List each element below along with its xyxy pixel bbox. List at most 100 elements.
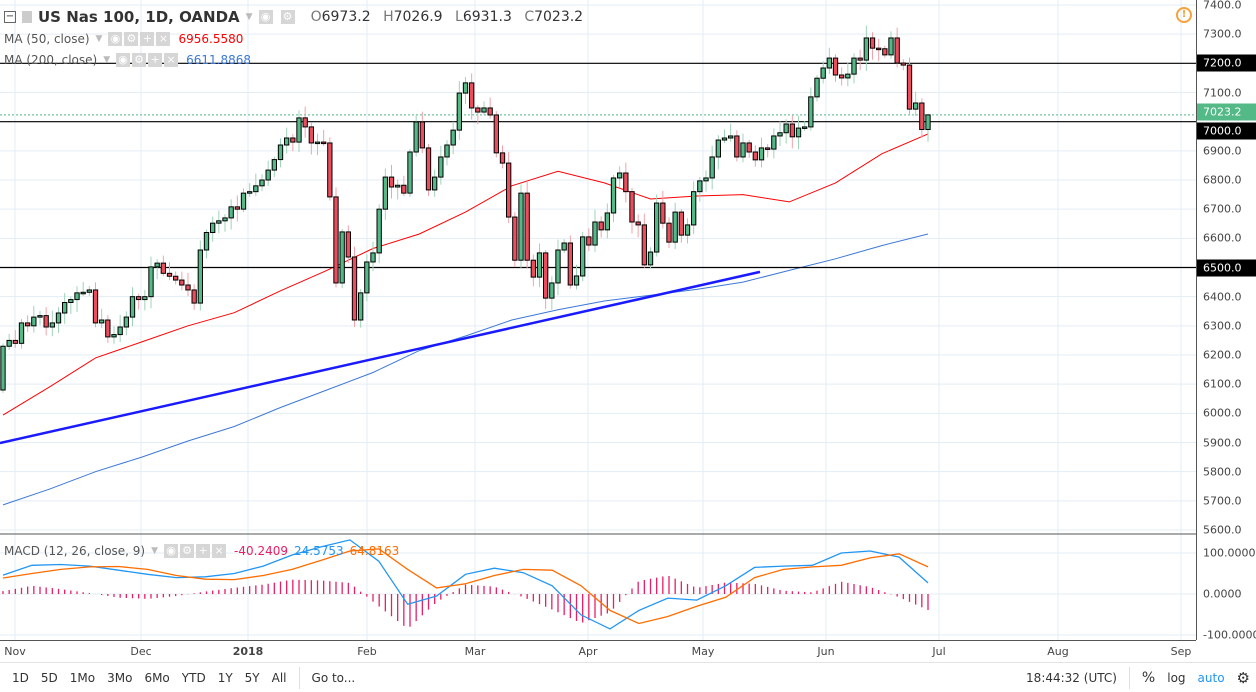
candle-body — [31, 316, 37, 327]
candle-body — [635, 221, 641, 226]
price-label: 5600.0 — [1203, 523, 1242, 537]
candle — [906, 57, 913, 116]
candle — [382, 168, 388, 220]
gear-icon[interactable]: ⚙ — [280, 10, 295, 24]
candle-body — [382, 176, 388, 210]
close-icon[interactable]: × — [212, 544, 227, 558]
ma200-label[interactable]: MA (200, close) — [4, 52, 98, 67]
candle-body — [136, 296, 142, 301]
candle-body — [691, 191, 697, 226]
candle-body — [228, 206, 234, 219]
price-label: 6700.0 — [1203, 202, 1242, 216]
candle — [771, 128, 777, 159]
candle — [216, 210, 222, 234]
candle — [376, 204, 382, 263]
candle-body — [623, 172, 629, 193]
plus-icon[interactable]: + — [148, 53, 163, 67]
gear-icon[interactable]: ⚙ — [180, 544, 195, 558]
gear-icon[interactable]: ⚙ — [124, 32, 139, 46]
candle — [826, 47, 832, 75]
range-button-1mo[interactable]: 1Mo — [69, 670, 96, 685]
candle — [6, 333, 12, 350]
symbol-title[interactable]: US Nas 100, 1D, OANDA — [38, 8, 240, 26]
goto-button[interactable]: Go to... — [311, 670, 356, 685]
range-button-ytd[interactable]: YTD — [181, 670, 206, 685]
chevron-down-icon[interactable]: ▼ — [151, 545, 159, 556]
candle-body — [703, 177, 709, 182]
candle-body — [339, 231, 345, 284]
candle-body — [259, 179, 265, 187]
candle — [900, 59, 906, 71]
chevron-down-icon[interactable]: ▼ — [95, 33, 103, 44]
candle — [302, 106, 308, 138]
candle-body — [851, 57, 857, 75]
candle — [660, 190, 666, 229]
auto-toggle[interactable]: auto — [1197, 670, 1225, 685]
candle-body — [49, 322, 55, 328]
log-toggle[interactable]: log — [1167, 670, 1186, 685]
candle-body — [43, 315, 49, 328]
time-axis[interactable]: Nov Dec 2018 Feb Mar Apr May Jun Jul Aug Sep — [0, 640, 1196, 660]
plus-icon[interactable]: + — [140, 32, 155, 46]
candle — [148, 256, 154, 309]
candle — [203, 229, 210, 259]
candle — [752, 145, 758, 167]
candle-body — [543, 252, 549, 299]
clock[interactable]: 18:44:32 (UTC) — [1026, 670, 1117, 685]
candle-body — [265, 169, 271, 181]
range-button-6mo[interactable]: 6Mo — [144, 670, 170, 685]
candle — [518, 184, 524, 268]
candle-body — [900, 62, 906, 66]
macd-axis-label: 100.0000 — [1203, 546, 1256, 560]
candle-body — [919, 102, 925, 130]
candle — [789, 115, 795, 149]
macd-signal-value: 64.8163 — [349, 543, 400, 558]
candle — [333, 187, 339, 288]
eye-icon[interactable]: ◉ — [258, 10, 273, 24]
candle — [321, 129, 327, 146]
candle — [210, 216, 216, 242]
range-button-1d[interactable]: 1D — [12, 670, 29, 685]
candle — [654, 194, 660, 257]
drawings[interactable] — [0, 62, 1196, 445]
candle-body — [555, 249, 561, 284]
candle — [469, 73, 475, 120]
candle-body — [302, 117, 308, 128]
candle-body — [388, 176, 395, 188]
candle-body — [487, 107, 493, 116]
candle — [869, 32, 876, 60]
range-button-5d[interactable]: 5D — [40, 670, 58, 685]
price-axis[interactable]: 7400.0 7300.0 7100.0 6900.0 6800.0 6700.0 6600… — [1196, 0, 1256, 642]
percent-toggle[interactable]: % — [1141, 669, 1156, 686]
time-label: Aug — [1047, 645, 1069, 658]
range-button-5y[interactable]: 5Y — [244, 670, 260, 685]
candle — [734, 130, 740, 162]
candle-body — [795, 127, 802, 138]
gear-icon[interactable]: ⚙ — [132, 53, 147, 67]
candle-body — [99, 319, 105, 324]
candle — [185, 272, 191, 297]
eye-icon[interactable]: ◉ — [108, 32, 123, 46]
warning-icon[interactable]: ! — [1176, 7, 1192, 23]
settings-gear-icon[interactable]: ⚙ — [1236, 668, 1250, 687]
range-button-all[interactable]: All — [271, 670, 287, 685]
macd-label[interactable]: MACD (12, 26, close, 9) — [4, 543, 146, 558]
candle-body — [166, 272, 173, 277]
range-button-1y[interactable]: 1Y — [217, 670, 233, 685]
ma50-label[interactable]: MA (50, close) — [4, 31, 90, 46]
collapse-icon[interactable]: − — [4, 11, 16, 23]
candle-body — [419, 121, 425, 149]
candle-body — [814, 77, 820, 98]
range-button-3mo[interactable]: 3Mo — [107, 670, 133, 685]
close-icon[interactable]: × — [164, 53, 179, 67]
chart-canvas[interactable] — [0, 0, 1196, 640]
candle-body — [234, 206, 240, 210]
close-icon[interactable]: × — [156, 32, 171, 46]
chevron-down-icon[interactable]: ▼ — [245, 12, 253, 22]
eye-icon[interactable]: ◉ — [116, 53, 131, 67]
chevron-down-icon[interactable]: ▼ — [103, 54, 111, 65]
time-label: Feb — [357, 645, 377, 658]
eye-icon[interactable]: ◉ — [164, 544, 179, 558]
candle — [271, 156, 277, 177]
plus-icon[interactable]: + — [196, 544, 211, 558]
